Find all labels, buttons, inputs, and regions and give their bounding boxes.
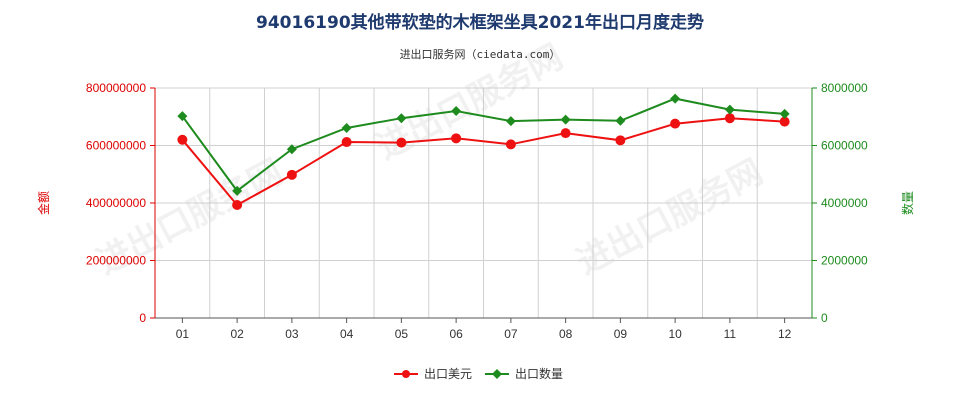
data-point — [396, 137, 407, 148]
data-point — [615, 135, 626, 146]
x-tick-label: 01 — [176, 327, 190, 341]
data-point — [396, 113, 407, 124]
data-point — [615, 115, 626, 126]
legend-item-quantity[interactable]: 出口数量 — [485, 366, 563, 381]
series-line — [181, 97, 785, 193]
chart-subtitle: 进出口服务网（ciedata.com） — [400, 47, 561, 61]
data-point — [286, 169, 297, 180]
data-point — [670, 118, 681, 129]
data-point — [779, 108, 790, 119]
legend-label-usd: 出口美元 — [424, 367, 472, 381]
x-tick-label: 04 — [340, 327, 354, 341]
left-axis-ticks: 0 200000000 400000000 600000000 800000000 — [86, 81, 155, 325]
x-tick-label: 09 — [614, 327, 628, 341]
right-tick-label: 6000000 — [821, 139, 868, 153]
data-point — [232, 185, 243, 196]
right-tick-label: 4000000 — [821, 196, 868, 210]
series-line — [181, 117, 785, 207]
legend-label-quantity: 出口数量 — [515, 366, 563, 381]
left-tick-label: 200000000 — [86, 254, 146, 268]
data-point — [177, 134, 188, 145]
x-tick-label: 05 — [395, 327, 409, 341]
x-tick-label: 11 — [724, 327, 737, 341]
x-tick-label: 07 — [504, 327, 518, 341]
x-tick-label: 02 — [230, 327, 244, 341]
x-tick-label: 10 — [668, 327, 682, 341]
grid — [154, 87, 813, 319]
right-tick-label: 0 — [821, 311, 828, 325]
x-axis-ticks: 01 02 03 04 05 06 07 08 09 10 11 12 — [176, 318, 792, 341]
left-tick-label: 600000000 — [86, 139, 146, 153]
data-point — [232, 200, 243, 211]
x-tick-label: 08 — [559, 327, 573, 341]
series-layer — [177, 93, 790, 211]
data-point — [505, 139, 516, 150]
legend: 出口美元 出口数量 — [394, 366, 563, 381]
data-point — [724, 104, 735, 115]
legend-item-usd[interactable]: 出口美元 — [394, 367, 472, 381]
data-point — [560, 128, 571, 139]
data-point — [505, 116, 516, 127]
data-point — [779, 116, 790, 127]
data-point — [341, 122, 352, 133]
data-point — [451, 106, 462, 116]
data-point — [560, 114, 571, 125]
data-point — [341, 137, 352, 148]
x-tick-label: 03 — [285, 327, 299, 341]
right-axis-ticks: 0 2000000 4000000 6000000 8000000 — [812, 81, 868, 325]
left-tick-label: 800000000 — [86, 81, 146, 95]
data-point — [670, 93, 681, 104]
right-axis-title: 数量 — [900, 191, 915, 215]
data-point — [724, 113, 735, 124]
right-tick-label: 8000000 — [821, 81, 868, 95]
chart-title: 94016190其他带软垫的木框架坐具2021年出口月度走势 — [256, 12, 704, 33]
series-usd — [177, 113, 790, 211]
left-axis-title: 金额 — [36, 191, 51, 215]
data-point — [286, 144, 297, 155]
data-point — [451, 133, 462, 144]
x-tick-label: 06 — [449, 327, 463, 341]
data-point — [177, 111, 188, 122]
left-tick-label: 0 — [139, 311, 146, 325]
series-quantity — [177, 93, 790, 196]
watermark-text: 进出口服务网 — [570, 152, 769, 283]
right-tick-label: 2000000 — [821, 254, 868, 268]
x-tick-label: 12 — [778, 327, 792, 341]
left-tick-label: 400000000 — [86, 196, 146, 210]
